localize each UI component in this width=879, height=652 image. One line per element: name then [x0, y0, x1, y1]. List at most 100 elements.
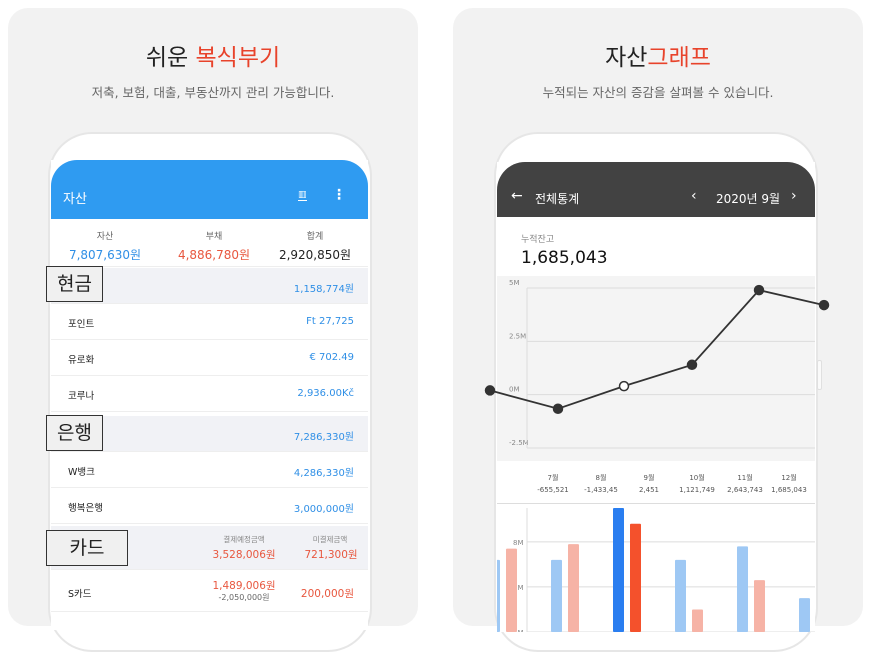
bar-expense	[630, 523, 641, 632]
y-tick-label: 4M	[513, 629, 524, 632]
account-name: W뱅크	[68, 467, 95, 478]
month-value: 2,643,743	[727, 486, 763, 494]
app-bar: 자산 ▥ ⋮	[51, 160, 368, 219]
period-label: 2020년 9월	[716, 192, 781, 206]
month-label: 9월	[643, 474, 655, 482]
month-label: 7월	[547, 474, 559, 482]
month-value: -1,433,45	[584, 486, 618, 494]
title-accent-text: 복식부기	[195, 45, 281, 71]
group-total: 7,286,330원	[293, 432, 354, 443]
data-point	[484, 385, 496, 396]
next-month-icon[interactable]: ›	[791, 188, 797, 204]
account-value: 2,936.00Kč	[297, 388, 354, 399]
month-value: 2,451	[638, 486, 660, 494]
asset-summary: 자산 7,807,630원 부채 4,886,780원 합계 2,920,850…	[51, 219, 368, 267]
app-bar: ← 전체통계 ‹ 2020년 9월 ›	[497, 162, 815, 217]
data-point	[618, 380, 630, 392]
account-value: Ft 27,725	[306, 316, 354, 327]
card-due-value: 3,528,006원	[212, 549, 276, 561]
account-name: 코루나	[68, 391, 95, 402]
group-row-bank[interactable]: 7,286,330원	[51, 416, 368, 452]
card-account-row[interactable]: S카드 1,489,006원 -2,050,000원 200,000원	[51, 570, 368, 612]
title-accent-text: 그래프	[647, 45, 711, 71]
bar-expense	[754, 580, 765, 632]
bar-income	[737, 546, 748, 632]
line-chart-overflow	[484, 284, 830, 414]
cumulative-line-chart: 5M 2.5M 0M -2.5M	[509, 279, 815, 449]
y-tick-label: 8M	[513, 539, 524, 547]
month-col: 7월 -655,521	[527, 472, 579, 496]
line-chart-area	[497, 276, 815, 461]
summary-label: 부채	[205, 232, 223, 242]
app-bar-title: 전체통계	[535, 192, 580, 206]
account-value: € 702.49	[309, 352, 354, 363]
bar-income	[675, 559, 686, 632]
month-col: 11월 2,643,743	[719, 472, 771, 496]
bar-expense	[568, 544, 579, 632]
group-row-cash[interactable]: 1,158,774원	[51, 268, 368, 304]
series-line	[489, 289, 825, 410]
card-unpaid-value: 721,300원	[304, 549, 358, 561]
summary-value: 4,886,780원	[177, 248, 251, 262]
summary-value: 2,920,850원	[278, 248, 352, 262]
panel-title-graph: 자산그래프	[453, 38, 863, 72]
monthly-bar-chart: 8M 6M 4M	[497, 508, 815, 632]
account-value: 4,286,330원	[293, 468, 354, 479]
summary-label: 합계	[306, 232, 324, 242]
phone-side-button	[817, 360, 822, 390]
y-tick-label: -2.5M	[509, 439, 529, 447]
y-tick-label: 6M	[513, 584, 524, 592]
data-point	[818, 299, 830, 311]
chart-icon[interactable]: ▥	[298, 190, 307, 201]
callout-cash: 현금	[46, 266, 103, 302]
panel-subtitle-graph: 누적되는 자산의 증감을 살펴볼 수 있습니다.	[542, 85, 774, 100]
summary-value: 7,807,630원	[68, 248, 142, 262]
app-bar-title: 자산	[63, 192, 87, 207]
summary-total: 합계 2,920,850원	[265, 229, 365, 263]
y-tick-label: 2.5M	[509, 332, 526, 340]
y-tick-label: 0M	[509, 386, 520, 394]
bar-income	[613, 508, 624, 632]
panel-subtitle-bookkeeping: 저축, 보험, 대출, 부동산까지 관리 가능합니다.	[91, 85, 335, 100]
back-arrow-icon[interactable]: ←	[511, 188, 523, 204]
balance-value: 1,685,043	[521, 248, 608, 268]
month-col: 12월 1,685,043	[763, 472, 815, 496]
account-value: 3,000,000원	[293, 504, 354, 515]
summary-liabilities: 부채 4,886,780원	[164, 229, 264, 263]
card-value: 200,000원	[300, 588, 354, 600]
account-name: 포인트	[68, 319, 95, 330]
group-total: 1,158,774원	[293, 284, 354, 295]
title-text: 쉬운	[145, 45, 196, 71]
bar-income	[497, 559, 500, 632]
account-name: 행복은행	[68, 503, 103, 514]
month-label: 8월	[595, 474, 607, 482]
summary-assets: 자산 7,807,630원	[55, 229, 155, 263]
month-col: 8월 -1,433,45	[575, 472, 627, 496]
account-row[interactable]: 포인트 Ft 27,725	[51, 304, 368, 340]
title-text: 자산	[605, 45, 648, 71]
month-label: 11월	[737, 474, 753, 482]
bar-income	[551, 559, 562, 632]
month-label: 10월	[689, 474, 705, 482]
account-name: 유로화	[68, 355, 95, 366]
bar-income	[799, 598, 810, 632]
callout-card: 카드	[46, 530, 128, 566]
card-unpaid-label: 미결제금액	[312, 535, 348, 544]
month-col: 10월 1,121,749	[671, 472, 723, 496]
prev-month-icon[interactable]: ‹	[691, 188, 697, 204]
summary-label: 자산	[96, 232, 114, 242]
account-row[interactable]: 유로화 € 702.49	[51, 340, 368, 376]
month-col: 9월 2,451	[623, 472, 675, 496]
account-row[interactable]: 코루나 2,936.00Kč	[51, 376, 368, 412]
more-vert-icon[interactable]: ⋮	[332, 187, 346, 203]
month-value: 1,685,043	[771, 486, 807, 494]
account-row[interactable]: 행복은행 3,000,000원	[51, 488, 368, 524]
card-sub-amount: -2,050,000원	[218, 593, 270, 602]
monthly-table: 7월 -655,521 8월 -1,433,45 9월 2,451 10월 1,121,…	[497, 464, 815, 504]
month-value: -655,521	[537, 486, 569, 494]
panel-title-bookkeeping: 쉬운 복식부기	[8, 38, 418, 72]
y-tick-label: 5M	[509, 279, 520, 287]
month-label: 12월	[781, 474, 797, 482]
account-name: S카드	[68, 589, 92, 600]
account-row[interactable]: W뱅크 4,286,330원	[51, 452, 368, 488]
